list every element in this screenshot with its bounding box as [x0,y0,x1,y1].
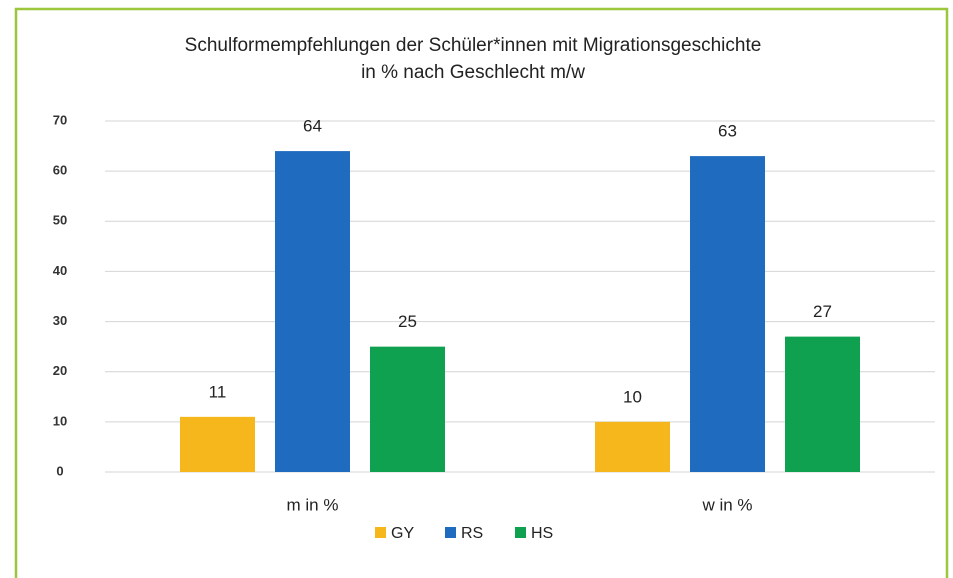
bar [690,156,765,472]
y-tick-label: 30 [53,313,67,328]
y-tick-label: 20 [53,363,67,378]
x-tick-label: m in % [287,495,339,514]
bar [180,416,255,472]
value-label: 63 [718,122,737,141]
frame [14,7,949,578]
legend-label: HS [531,525,553,542]
value-label: 64 [303,117,322,136]
y-tick-label: 50 [53,213,67,228]
value-label: 27 [813,302,832,321]
bar [785,336,860,472]
value-label: 10 [623,387,642,406]
value-label: 25 [398,312,417,331]
bar [275,151,350,473]
y-tick-label: 70 [53,112,67,127]
legend-swatch [445,527,456,538]
legend-label: GY [391,525,414,542]
y-tick-label: 60 [53,163,67,178]
bar [370,346,445,472]
legend-label: RS [461,525,483,542]
y-tick-label: 40 [53,263,67,278]
legend-swatch [515,527,526,538]
value-label: 11 [209,382,227,401]
y-tick-label: 10 [53,413,67,428]
legend-swatch [375,527,386,538]
bar [595,421,670,472]
chart-title: in % nach Geschlecht m/w [361,62,585,83]
x-tick-label: w in % [701,495,752,514]
y-tick-label: 0 [56,463,63,478]
chart-title: Schulformempfehlungen der Schüler*innen … [185,35,762,56]
